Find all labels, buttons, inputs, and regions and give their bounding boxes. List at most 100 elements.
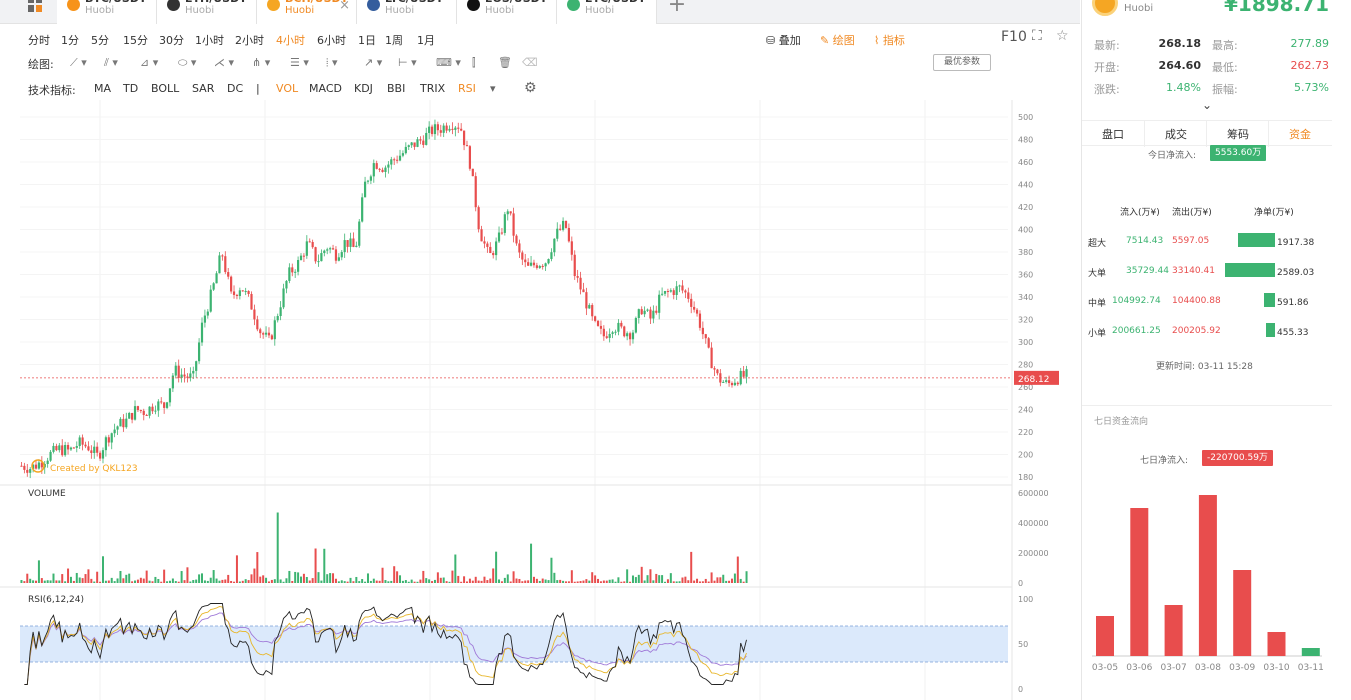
volume-bar xyxy=(678,581,681,583)
interval-4[interactable]: 30分 xyxy=(159,34,184,47)
interval-2[interactable]: 5分 xyxy=(91,34,109,47)
indicator-boll[interactable]: BOLL xyxy=(151,82,180,95)
optimal-params-button[interactable]: 最优参数 xyxy=(933,54,991,71)
volume-bar xyxy=(332,573,335,583)
candle-body xyxy=(381,169,384,172)
channel-tool-icon[interactable]: ⊿ ▾ xyxy=(140,56,159,69)
symbol-tab-4[interactable]: EOS/USDTHuobi xyxy=(457,0,557,24)
interval-1[interactable]: 1分 xyxy=(61,34,79,47)
arrow-tool-icon[interactable]: ↗ ▾ xyxy=(364,56,383,69)
star-icon[interactable]: ☆ xyxy=(1056,28,1069,44)
flow-name: 中单 xyxy=(1088,299,1107,309)
cny-price: ¥1898.71 xyxy=(1223,0,1329,16)
volume-bar xyxy=(422,570,425,583)
more-indicators-icon[interactable]: ▾ xyxy=(490,82,496,95)
volume-bar xyxy=(337,581,340,583)
chart-tool-icon[interactable]: ⫿ xyxy=(472,56,476,69)
seven-day-bar[interactable] xyxy=(1198,495,1217,656)
fib-tool-icon[interactable]: ☰ ▾ xyxy=(290,56,309,69)
seven-day-bar[interactable] xyxy=(1233,570,1252,656)
seven-day-bar[interactable] xyxy=(1301,648,1320,656)
panel-tab-3[interactable]: 资金 xyxy=(1289,128,1311,141)
indicator-dc[interactable]: DC xyxy=(227,82,244,95)
indicator-sar[interactable]: SAR xyxy=(192,82,215,95)
symbol-tab-2[interactable]: BCH/USDTHuobi × xyxy=(257,0,357,24)
indicator-trix[interactable]: TRIX xyxy=(420,82,446,95)
expand-chevron-icon[interactable]: ⌄ xyxy=(1202,98,1213,112)
interval-6[interactable]: 2小时 xyxy=(235,34,264,47)
seven-day-bar[interactable] xyxy=(1267,632,1286,656)
flow-name: 小单 xyxy=(1088,329,1107,339)
candle-body xyxy=(436,124,439,131)
volume-bar xyxy=(72,580,75,583)
candle-body xyxy=(122,418,125,428)
interval-9[interactable]: 1日 xyxy=(358,34,376,47)
interval-3[interactable]: 15分 xyxy=(123,34,148,47)
interval-10[interactable]: 1周 xyxy=(385,34,403,47)
symbol-tab-1[interactable]: ETH/USDTHuobi xyxy=(157,0,257,24)
indicator-rsi[interactable]: RSI xyxy=(458,82,476,95)
candle-body xyxy=(730,383,734,386)
panel-tab-0[interactable]: 盘口 xyxy=(1102,128,1124,141)
interval-5[interactable]: 1小时 xyxy=(195,34,224,47)
volume-bar xyxy=(468,578,471,583)
candle-body xyxy=(462,130,466,146)
indicator-bbi[interactable]: BBI xyxy=(387,82,406,95)
symbol-tab-3[interactable]: LTC/USDTHuobi xyxy=(357,0,457,24)
interval-0[interactable]: 分时 xyxy=(28,34,50,47)
grid-menu-icon[interactable] xyxy=(25,0,45,14)
eraser-icon[interactable]: ⌫ xyxy=(522,56,538,69)
settings-gear-icon[interactable]: ⚙ xyxy=(524,80,537,96)
indicator-macd[interactable]: MACD xyxy=(309,82,342,95)
indicator-button[interactable]: ⌇ 指标 xyxy=(874,34,905,47)
panel-tab-2[interactable]: 筹码 xyxy=(1227,128,1249,141)
fullscreen-icon[interactable]: ⛶ xyxy=(1032,28,1042,44)
candle-body xyxy=(334,249,338,261)
volume-bar xyxy=(96,571,99,583)
flow-header: 流出(万¥) xyxy=(1172,208,1212,218)
interval-7[interactable]: 4小时 xyxy=(276,34,305,47)
volume-bar xyxy=(46,580,49,583)
measure-tool-icon[interactable]: ⊢ ▾ xyxy=(398,56,417,69)
draw-button[interactable]: ✎ 绘图 xyxy=(820,34,855,47)
volume-axis-label: 400000 xyxy=(1018,519,1049,528)
close-tab-icon[interactable]: × xyxy=(339,0,350,13)
candle-body xyxy=(171,375,174,389)
f10-button[interactable]: F10 xyxy=(1001,29,1027,45)
indicator-vol[interactable]: VOL xyxy=(276,82,299,95)
ray-tool-icon[interactable]: ⫽ ▾ xyxy=(104,56,118,69)
net-flow-value: 2589.03 xyxy=(1277,268,1315,278)
trash-icon[interactable]: 🗑 xyxy=(498,56,512,69)
interval-8[interactable]: 6小时 xyxy=(317,34,346,47)
indicator-ma[interactable]: MA xyxy=(94,82,112,95)
price-axis-label: 280 xyxy=(1018,361,1033,370)
symbol-tab-0[interactable]: BTC/USDTHuobi xyxy=(57,0,157,24)
panel-tab-1[interactable]: 成交 xyxy=(1165,128,1187,141)
volume-bar xyxy=(131,581,134,583)
candle-body xyxy=(631,332,635,340)
flow-cell: 大单 xyxy=(1088,266,1106,279)
chart-area[interactable]: 500 480 460 440 420 400 380 360 340 320 300 280 260 2… xyxy=(0,100,1080,700)
stat-label: 最高: xyxy=(1212,39,1238,52)
seven-day-bar[interactable] xyxy=(1164,605,1183,656)
wave-tool-icon[interactable]: ⋌ ▾ xyxy=(214,56,235,69)
indicator-kdj[interactable]: KDJ xyxy=(354,82,373,95)
volume-bar xyxy=(148,580,151,583)
text-tool-icon[interactable]: ⌨ ▾ xyxy=(436,56,461,69)
add-tab-button[interactable]: + xyxy=(667,0,687,17)
pitchfork-tool-icon[interactable]: ⋔ ▾ xyxy=(252,56,271,69)
seven-day-bar[interactable] xyxy=(1130,508,1149,656)
candle-body xyxy=(407,145,410,147)
shape-tool-icon[interactable]: ⬭ ▾ xyxy=(178,56,197,69)
volume-bar xyxy=(177,581,180,583)
volume-bar xyxy=(294,571,297,583)
volume-bar xyxy=(532,576,535,583)
interval-11[interactable]: 1月 xyxy=(417,34,435,47)
seven-day-bar[interactable] xyxy=(1096,616,1114,656)
line-tool-icon[interactable]: ⟋ ▾ xyxy=(70,56,87,69)
overlay-button[interactable]: ⛁ 叠加 xyxy=(766,34,801,47)
indicator-td[interactable]: TD xyxy=(123,82,139,95)
symbol-tab-5[interactable]: ETC/USDTHuobi xyxy=(557,0,657,24)
gann-tool-icon[interactable]: ⦙ ▾ xyxy=(326,56,338,69)
flow-in: 104992.74 xyxy=(1112,296,1161,306)
